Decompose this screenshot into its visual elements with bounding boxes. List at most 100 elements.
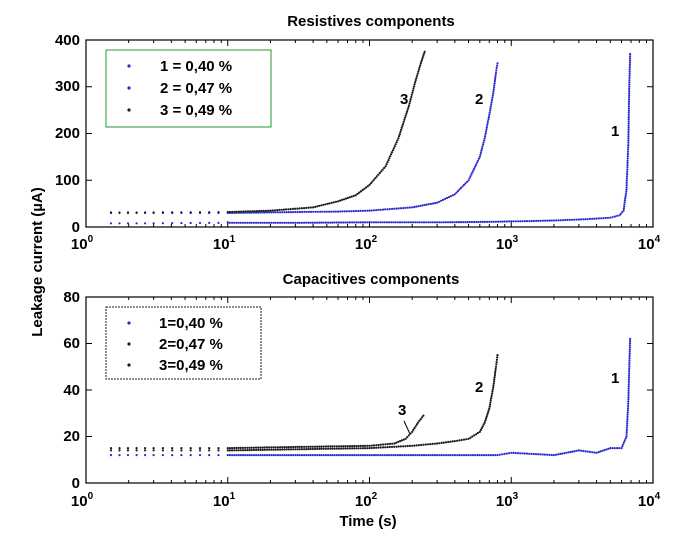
data-point	[627, 141, 630, 144]
data-point	[629, 55, 632, 58]
data-point	[109, 454, 113, 457]
legend-marker	[127, 86, 131, 90]
data-point	[356, 192, 359, 195]
curve-annotation: 2	[475, 91, 483, 108]
data-point	[625, 175, 629, 178]
data-point	[285, 454, 288, 457]
data-point	[329, 221, 332, 224]
data-point	[493, 84, 496, 87]
data-point	[392, 221, 395, 224]
legend-entry: 1=0,40 %	[159, 315, 223, 332]
data-point	[484, 135, 487, 138]
data-point	[494, 77, 497, 81]
data-point	[333, 447, 336, 450]
data-point	[303, 221, 306, 224]
data-point	[588, 450, 592, 453]
data-point	[494, 71, 498, 74]
data-point	[626, 422, 629, 425]
data-point	[352, 210, 355, 213]
data-point	[263, 448, 266, 451]
data-point	[241, 221, 245, 224]
data-point	[480, 454, 483, 457]
data-point	[318, 454, 321, 457]
data-point	[447, 196, 450, 199]
data-point	[352, 194, 355, 197]
data-point	[361, 209, 364, 212]
data-point	[303, 448, 306, 451]
data-point	[399, 440, 402, 443]
data-point	[307, 448, 310, 451]
data-point	[625, 190, 628, 193]
x-tick-label: 100	[71, 491, 94, 510]
data-point	[404, 206, 407, 209]
data-point	[354, 209, 358, 213]
data-point	[628, 74, 631, 77]
data-point	[272, 446, 275, 449]
data-point	[305, 206, 308, 209]
data-point	[386, 161, 389, 164]
data-point	[569, 450, 572, 454]
data-point	[361, 454, 365, 457]
data-point	[418, 221, 421, 224]
data-point	[621, 445, 624, 448]
data-point	[489, 401, 492, 404]
data-point	[361, 221, 365, 224]
data-point	[393, 207, 396, 210]
data-point	[375, 209, 378, 212]
data-point	[273, 209, 276, 212]
data-point	[477, 157, 480, 160]
data-point	[489, 109, 492, 112]
data-point	[603, 449, 606, 452]
data-point	[296, 454, 299, 457]
data-point	[487, 454, 490, 457]
data-point	[458, 454, 461, 457]
data-point	[483, 137, 486, 140]
data-point	[250, 448, 253, 452]
data-point	[296, 448, 299, 451]
data-point	[361, 189, 364, 192]
data-point	[316, 205, 319, 208]
data-point	[475, 163, 478, 166]
data-point	[627, 111, 630, 114]
data-point	[530, 452, 533, 455]
data-point	[412, 454, 415, 457]
data-point	[318, 445, 321, 448]
data-point	[627, 109, 631, 112]
data-point	[434, 202, 437, 205]
data-point	[628, 87, 631, 90]
data-point	[235, 446, 238, 450]
data-point	[480, 149, 483, 152]
data-point	[355, 454, 358, 457]
data-point	[259, 454, 262, 457]
data-point	[419, 64, 422, 67]
y-tick-label: 0	[72, 219, 80, 236]
data-point	[491, 388, 494, 391]
data-point	[279, 454, 282, 457]
y-tick-label: 300	[55, 78, 80, 95]
data-point	[530, 219, 533, 223]
data-point	[320, 454, 323, 457]
data-point	[398, 454, 402, 457]
data-point	[355, 444, 358, 448]
data-point	[135, 454, 138, 457]
data-point	[629, 339, 632, 343]
data-point	[272, 211, 275, 214]
data-point	[573, 218, 576, 221]
data-point	[393, 145, 396, 148]
data-point	[544, 219, 547, 222]
data-point	[436, 201, 439, 204]
data-point	[370, 209, 373, 212]
data-point	[476, 431, 479, 435]
data-point	[264, 209, 267, 212]
data-point	[490, 98, 494, 101]
x-tick-label: 101	[213, 491, 236, 510]
data-point	[346, 454, 349, 457]
data-point	[431, 221, 434, 224]
data-point	[285, 448, 288, 451]
data-point	[487, 409, 490, 412]
data-point	[512, 220, 515, 223]
data-point	[484, 132, 487, 135]
data-point	[261, 448, 264, 451]
data-point	[580, 218, 583, 221]
data-point	[118, 211, 121, 214]
